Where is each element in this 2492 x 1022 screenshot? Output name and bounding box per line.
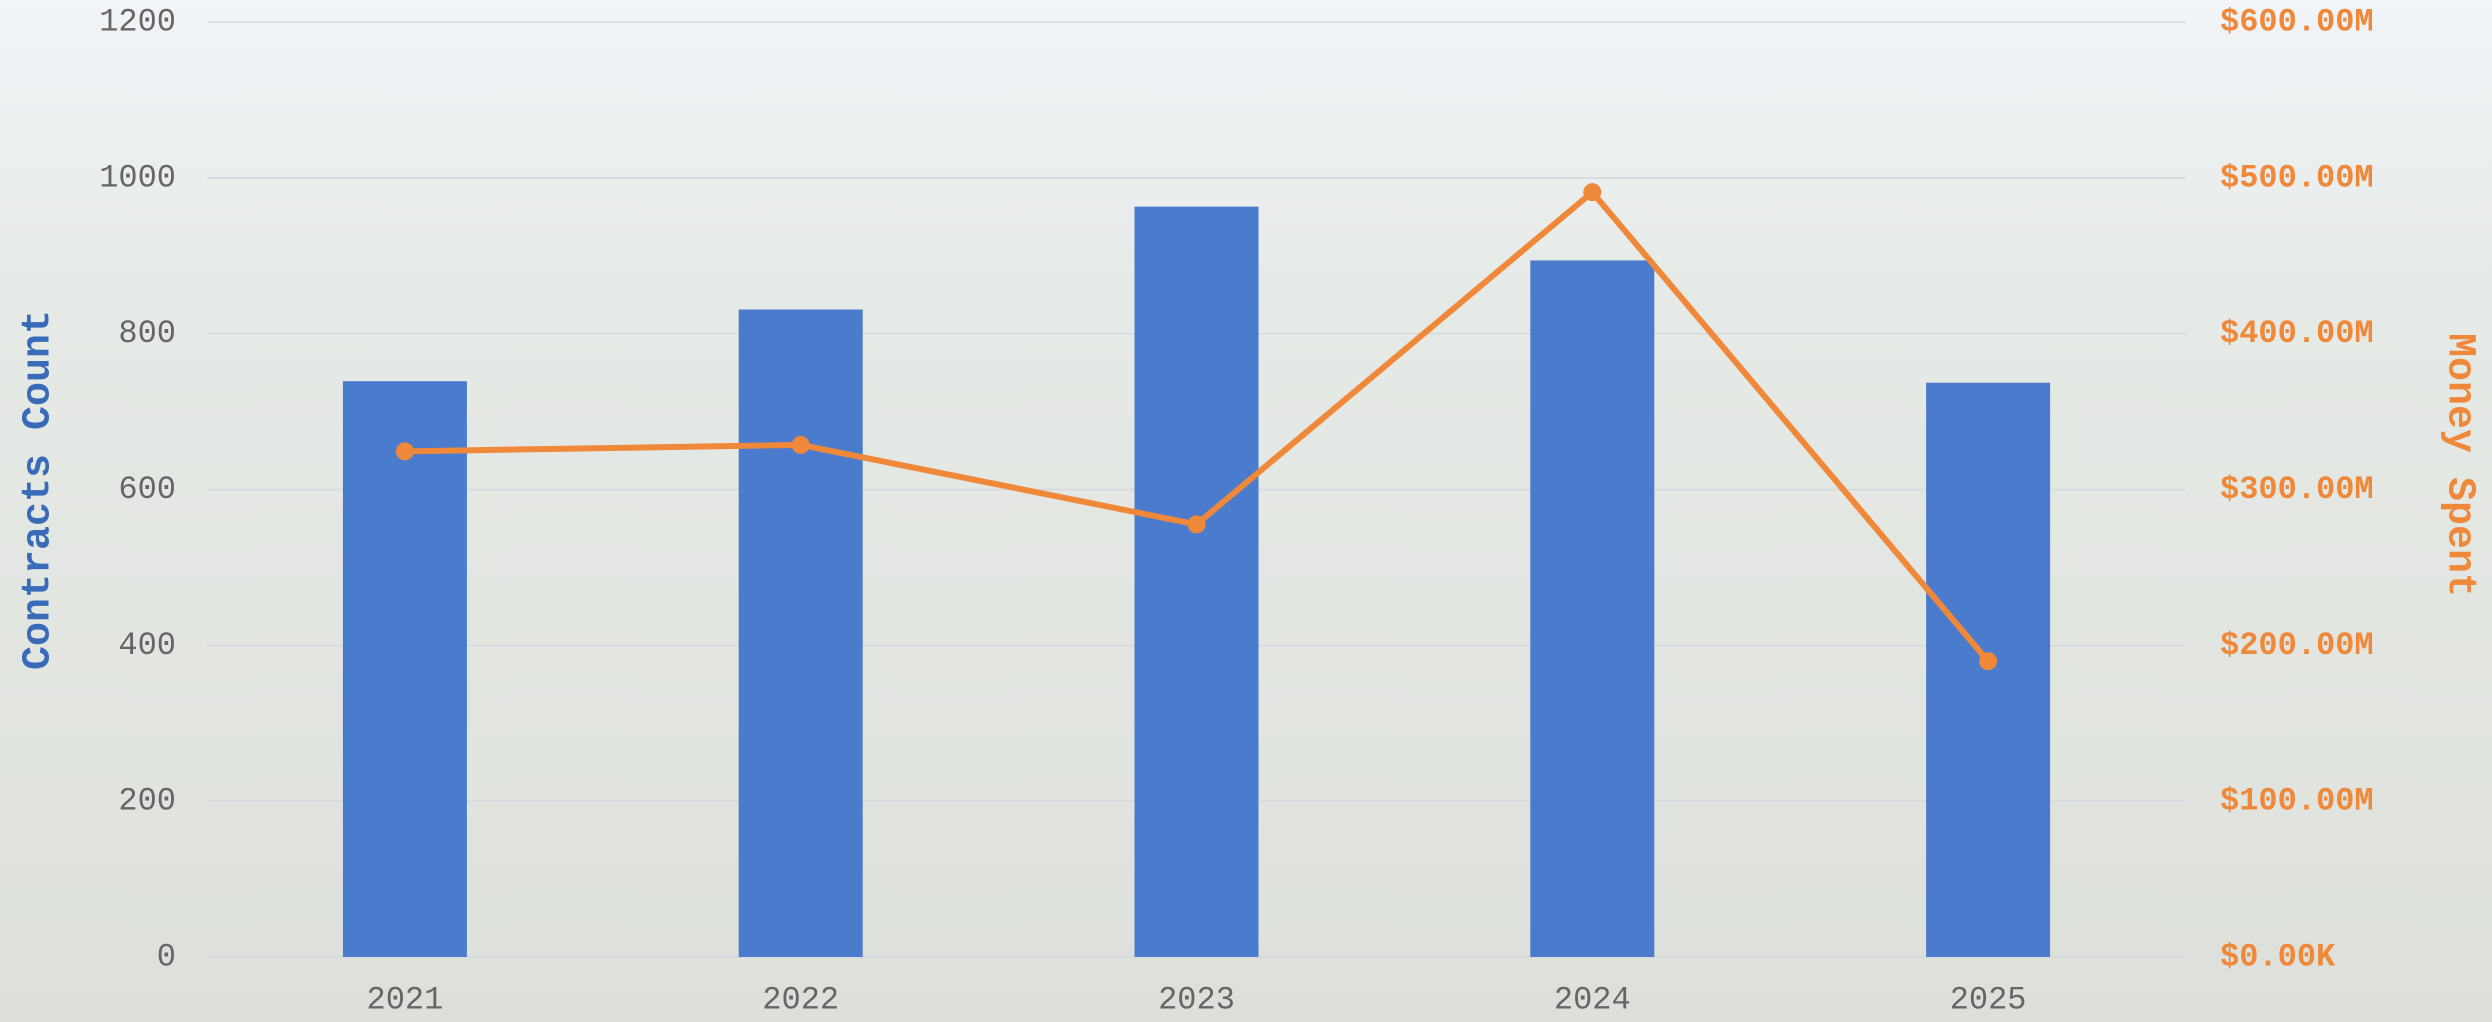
y-axis-title: Contracts Count — [17, 310, 62, 670]
y-tick-label: 600 — [118, 471, 176, 508]
x-tick-label: 2024 — [1554, 981, 1631, 1018]
line-point — [791, 435, 810, 454]
y-tick-label: 1200 — [99, 3, 176, 40]
y-tick-label: 1000 — [99, 159, 176, 196]
y2-tick-label: $400.00M — [2220, 315, 2374, 352]
x-tick-label: 2025 — [1950, 981, 2027, 1018]
y-tick-label: 800 — [118, 315, 176, 352]
y-tick-label: 400 — [118, 627, 176, 664]
y-tick-label: 0 — [157, 938, 176, 975]
line-point — [395, 442, 414, 461]
y2-tick-label: $300.00M — [2220, 471, 2374, 508]
y2-tick-label: $0.00K — [2220, 938, 2336, 975]
line-point — [1583, 183, 1602, 202]
y2-axis-title: Money Spent — [2436, 333, 2481, 597]
y2-tick-label: $100.00M — [2220, 783, 2374, 820]
x-tick-label: 2021 — [366, 981, 443, 1018]
bar — [1530, 260, 1655, 957]
line-point — [1187, 515, 1206, 534]
bar — [1134, 206, 1259, 958]
y2-tick-label: $600.00M — [2220, 3, 2374, 40]
line-point — [1979, 652, 1998, 671]
x-tick-label: 2022 — [762, 981, 839, 1018]
bar — [342, 381, 467, 958]
y-tick-label: 200 — [118, 783, 176, 820]
y2-tick-label: $200.00M — [2220, 627, 2374, 664]
y2-tick-label: $500.00M — [2220, 159, 2374, 196]
x-tick-label: 2023 — [1158, 981, 1235, 1018]
bar — [738, 309, 863, 957]
